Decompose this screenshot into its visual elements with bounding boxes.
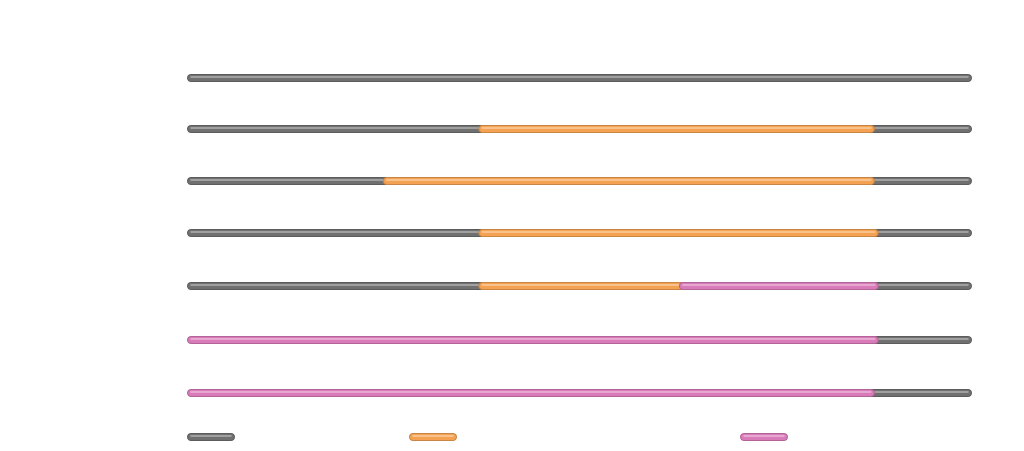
segment-pink	[678, 282, 879, 290]
segment-pink	[187, 336, 879, 344]
segment-pink	[187, 389, 875, 397]
segment-gray	[870, 282, 972, 290]
segment-gray	[187, 177, 391, 185]
segment-orange	[478, 282, 687, 290]
track-7	[187, 389, 972, 397]
segment-gray	[187, 282, 487, 290]
track-6	[187, 336, 972, 344]
legend-swatch-pink	[740, 433, 788, 441]
segment-orange	[478, 125, 875, 133]
track-3	[187, 177, 972, 185]
track-1	[187, 74, 972, 82]
segment-gray	[866, 389, 972, 397]
segment-gray	[870, 229, 972, 237]
track-2	[187, 125, 972, 133]
segment-orange	[478, 229, 879, 237]
track-4	[187, 229, 972, 237]
segment-gray	[187, 74, 972, 82]
segment-gray	[870, 336, 972, 344]
tracks	[187, 74, 972, 397]
segment-gray	[187, 229, 487, 237]
segment-orange	[382, 177, 875, 185]
legend-swatch-orange	[409, 433, 457, 441]
legend-swatch-gray	[187, 433, 235, 441]
legend	[187, 433, 788, 441]
track-5	[187, 282, 972, 290]
segment-gray	[866, 125, 972, 133]
segment-gray	[187, 125, 487, 133]
segment-gray	[866, 177, 972, 185]
